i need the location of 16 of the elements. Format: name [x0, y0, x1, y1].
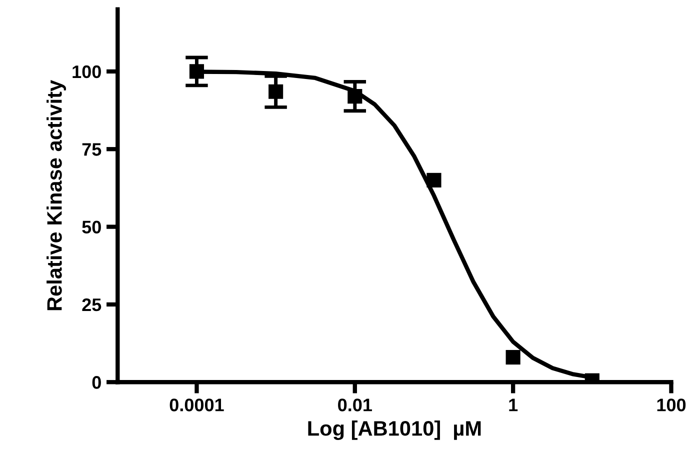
- point: [268, 84, 284, 99]
- point: [189, 64, 204, 79]
- y-tick-label: 0: [92, 376, 101, 389]
- x-tick-label: 0.01: [338, 398, 372, 412]
- point: [426, 172, 442, 188]
- y-tick-label: 50: [82, 220, 101, 234]
- y-tick-label: 25: [82, 298, 102, 312]
- x-tick-label: 100: [657, 398, 686, 412]
- y-tick-label: 100: [72, 65, 101, 78]
- point: [506, 350, 520, 365]
- y-axis-title: Relative Kinase activity: [46, 80, 66, 310]
- x-tick-label: 1: [509, 398, 518, 412]
- point: [348, 89, 362, 104]
- x-tick-label: 0.0001: [170, 398, 224, 412]
- x-axis-title: Log [AB1010] µM: [308, 420, 481, 440]
- y-tick-label: 75: [82, 143, 102, 156]
